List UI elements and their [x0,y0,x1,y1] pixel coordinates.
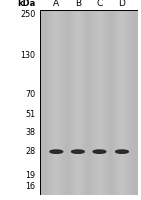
Text: 130: 130 [20,51,35,60]
Text: 250: 250 [20,10,35,19]
Text: 38: 38 [25,128,35,137]
Text: 16: 16 [25,182,35,191]
Ellipse shape [50,150,63,153]
Text: 70: 70 [25,90,35,99]
Ellipse shape [116,150,128,153]
Text: kDa: kDa [17,0,35,8]
Text: C: C [96,0,103,8]
Text: 19: 19 [25,171,35,180]
Text: D: D [119,0,125,8]
Text: A: A [53,0,59,8]
Ellipse shape [93,150,106,153]
Text: B: B [75,0,81,8]
Ellipse shape [71,150,84,153]
Text: 28: 28 [25,147,35,156]
Text: 51: 51 [25,110,35,119]
